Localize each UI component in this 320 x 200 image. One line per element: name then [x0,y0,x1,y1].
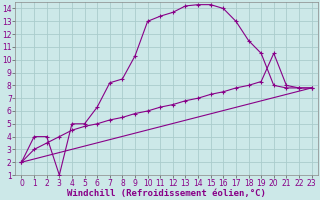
X-axis label: Windchill (Refroidissement éolien,°C): Windchill (Refroidissement éolien,°C) [67,189,266,198]
